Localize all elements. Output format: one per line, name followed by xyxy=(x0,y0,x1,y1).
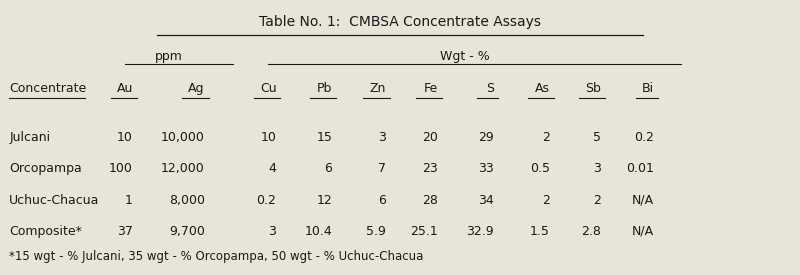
Text: 10: 10 xyxy=(261,131,277,144)
Text: 10,000: 10,000 xyxy=(161,131,205,144)
Text: 9,700: 9,700 xyxy=(169,225,205,238)
Text: 37: 37 xyxy=(117,225,133,238)
Text: Cu: Cu xyxy=(260,82,277,95)
Text: 32.9: 32.9 xyxy=(466,225,494,238)
Text: 20: 20 xyxy=(422,131,438,144)
Text: 28: 28 xyxy=(422,194,438,207)
Text: Ag: Ag xyxy=(188,82,205,95)
Text: Au: Au xyxy=(117,82,133,95)
Text: 0.2: 0.2 xyxy=(257,194,277,207)
Text: Composite*: Composite* xyxy=(10,225,82,238)
Text: Julcani: Julcani xyxy=(10,131,50,144)
Text: 6: 6 xyxy=(378,194,386,207)
Text: Table No. 1:  CMBSA Concentrate Assays: Table No. 1: CMBSA Concentrate Assays xyxy=(259,15,541,29)
Text: 29: 29 xyxy=(478,131,494,144)
Text: 3: 3 xyxy=(269,225,277,238)
Text: Uchuc-Chacua: Uchuc-Chacua xyxy=(10,194,100,207)
Text: 25.1: 25.1 xyxy=(410,225,438,238)
Text: 1: 1 xyxy=(125,194,133,207)
Text: Orcopampa: Orcopampa xyxy=(10,162,82,175)
Text: Pb: Pb xyxy=(317,82,332,95)
Text: Fe: Fe xyxy=(424,82,438,95)
Text: 0.01: 0.01 xyxy=(626,162,654,175)
Text: 12,000: 12,000 xyxy=(161,162,205,175)
Text: Zn: Zn xyxy=(370,82,386,95)
Text: Sb: Sb xyxy=(585,82,601,95)
Text: 3: 3 xyxy=(378,131,386,144)
Text: 2.8: 2.8 xyxy=(581,225,601,238)
Text: As: As xyxy=(535,82,550,95)
Text: Bi: Bi xyxy=(642,82,654,95)
Text: 2: 2 xyxy=(542,194,550,207)
Text: 5.9: 5.9 xyxy=(366,225,386,238)
Text: 12: 12 xyxy=(317,194,332,207)
Text: 3: 3 xyxy=(593,162,601,175)
Text: 5: 5 xyxy=(593,131,601,144)
Text: 10.4: 10.4 xyxy=(305,225,332,238)
Text: Concentrate: Concentrate xyxy=(10,82,86,95)
Text: N/A: N/A xyxy=(631,194,654,207)
Text: 15: 15 xyxy=(316,131,332,144)
Text: 23: 23 xyxy=(422,162,438,175)
Text: 4: 4 xyxy=(269,162,277,175)
Text: 34: 34 xyxy=(478,194,494,207)
Text: 0.5: 0.5 xyxy=(530,162,550,175)
Text: Wgt - %: Wgt - % xyxy=(440,50,490,63)
Text: 7: 7 xyxy=(378,162,386,175)
Text: 33: 33 xyxy=(478,162,494,175)
Text: 10: 10 xyxy=(117,131,133,144)
Text: 2: 2 xyxy=(542,131,550,144)
Text: S: S xyxy=(486,82,494,95)
Text: 8,000: 8,000 xyxy=(169,194,205,207)
Text: 1.5: 1.5 xyxy=(530,225,550,238)
Text: *15 wgt - % Julcani, 35 wgt - % Orcopampa, 50 wgt - % Uchuc-Chacua: *15 wgt - % Julcani, 35 wgt - % Orcopamp… xyxy=(10,250,424,263)
Text: ppm: ppm xyxy=(155,50,182,63)
Text: N/A: N/A xyxy=(631,225,654,238)
Text: 100: 100 xyxy=(109,162,133,175)
Text: 2: 2 xyxy=(593,194,601,207)
Text: 6: 6 xyxy=(324,162,332,175)
Text: 0.2: 0.2 xyxy=(634,131,654,144)
